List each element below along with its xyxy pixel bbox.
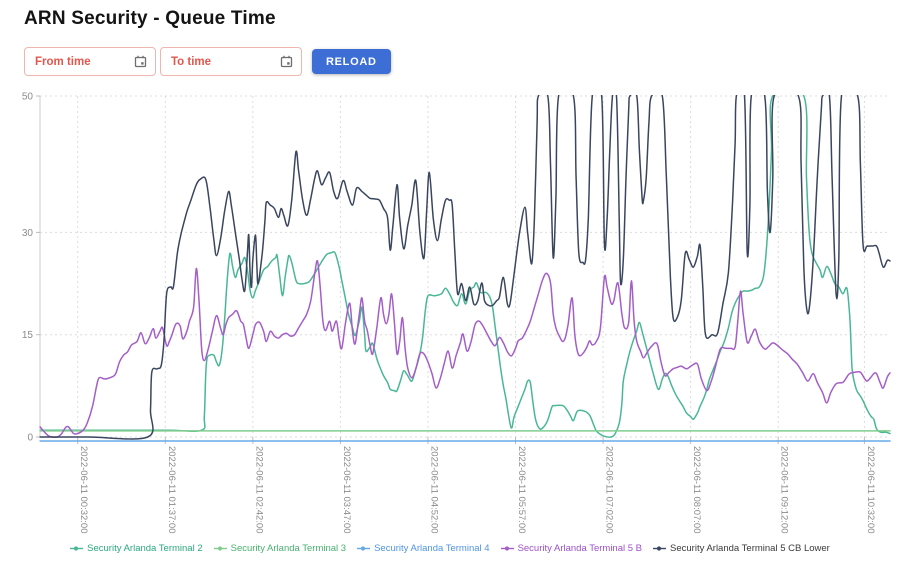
legend-label: Security Arlanda Terminal 5 B — [517, 543, 643, 554]
legend-marker-icon — [70, 546, 84, 551]
to-time-field[interactable] — [160, 47, 302, 76]
svg-text:2022-06-11 04:52:00: 2022-06-11 04:52:00 — [428, 446, 439, 534]
queue-time-chart: 0 15 30 50 2022-06-11 00:32:00 2022-06-11 01:… — [22, 92, 891, 534]
chart-legend: Security Arlanda Terminal 2 Security Arla… — [0, 543, 900, 554]
series-line — [39, 95, 891, 440]
series-line — [39, 95, 891, 438]
svg-text:2022-06-11 03:47:00: 2022-06-11 03:47:00 — [341, 446, 352, 534]
page-title: ARN Security - Queue Time — [24, 8, 276, 29]
legend-marker-icon — [213, 546, 227, 551]
legend-item-security-arlanda-terminal-5-b[interactable]: Security Arlanda Terminal 5 B — [500, 543, 643, 554]
legend-marker-icon — [500, 546, 514, 551]
legend-item-security-arlanda-terminal-5-cb-lower[interactable]: Security Arlanda Terminal 5 CB Lower — [653, 543, 830, 554]
svg-text:2022-06-11 02:42:00: 2022-06-11 02:42:00 — [253, 446, 264, 534]
legend-label: Security Arlanda Terminal 2 — [87, 543, 203, 554]
svg-text:2022-06-11 01:37:00: 2022-06-11 01:37:00 — [166, 446, 177, 534]
from-time-field[interactable] — [24, 47, 156, 76]
legend-item-security-arlanda-terminal-4[interactable]: Security Arlanda Terminal 4 — [357, 543, 490, 554]
svg-text:30: 30 — [22, 228, 34, 239]
svg-text:15: 15 — [22, 330, 34, 341]
series-line — [39, 259, 891, 439]
svg-text:2022-06-11 08:07:00: 2022-06-11 08:07:00 — [691, 446, 702, 534]
svg-text:2022-06-11 07:02:00: 2022-06-11 07:02:00 — [604, 446, 615, 534]
reload-button[interactable]: RELOAD — [312, 49, 391, 74]
svg-text:0: 0 — [27, 433, 33, 444]
svg-text:2022-06-11 09:12:00: 2022-06-11 09:12:00 — [779, 446, 790, 534]
legend-marker-icon — [357, 546, 371, 551]
to-time-input[interactable] — [169, 54, 274, 69]
legend-item-security-arlanda-terminal-3[interactable]: Security Arlanda Terminal 3 — [213, 543, 347, 554]
svg-text:2022-06-11 05:57:00: 2022-06-11 05:57:00 — [516, 446, 527, 534]
legend-label: Security Arlanda Terminal 3 — [230, 543, 347, 554]
svg-text:2022-06-11 10:32:00: 2022-06-11 10:32:00 — [865, 446, 876, 534]
from-time-input[interactable] — [33, 54, 128, 69]
calendar-icon[interactable] — [280, 55, 293, 68]
calendar-icon[interactable] — [134, 55, 147, 68]
legend-marker-icon — [653, 546, 667, 551]
legend-label: Security Arlanda Terminal 5 CB Lower — [670, 543, 830, 554]
legend-label: Security Arlanda Terminal 4 — [374, 543, 490, 554]
svg-text:2022-06-11 00:32:00: 2022-06-11 00:32:00 — [78, 446, 89, 534]
legend-item-security-arlanda-terminal-2[interactable]: Security Arlanda Terminal 2 — [70, 543, 203, 554]
svg-text:50: 50 — [22, 92, 34, 103]
